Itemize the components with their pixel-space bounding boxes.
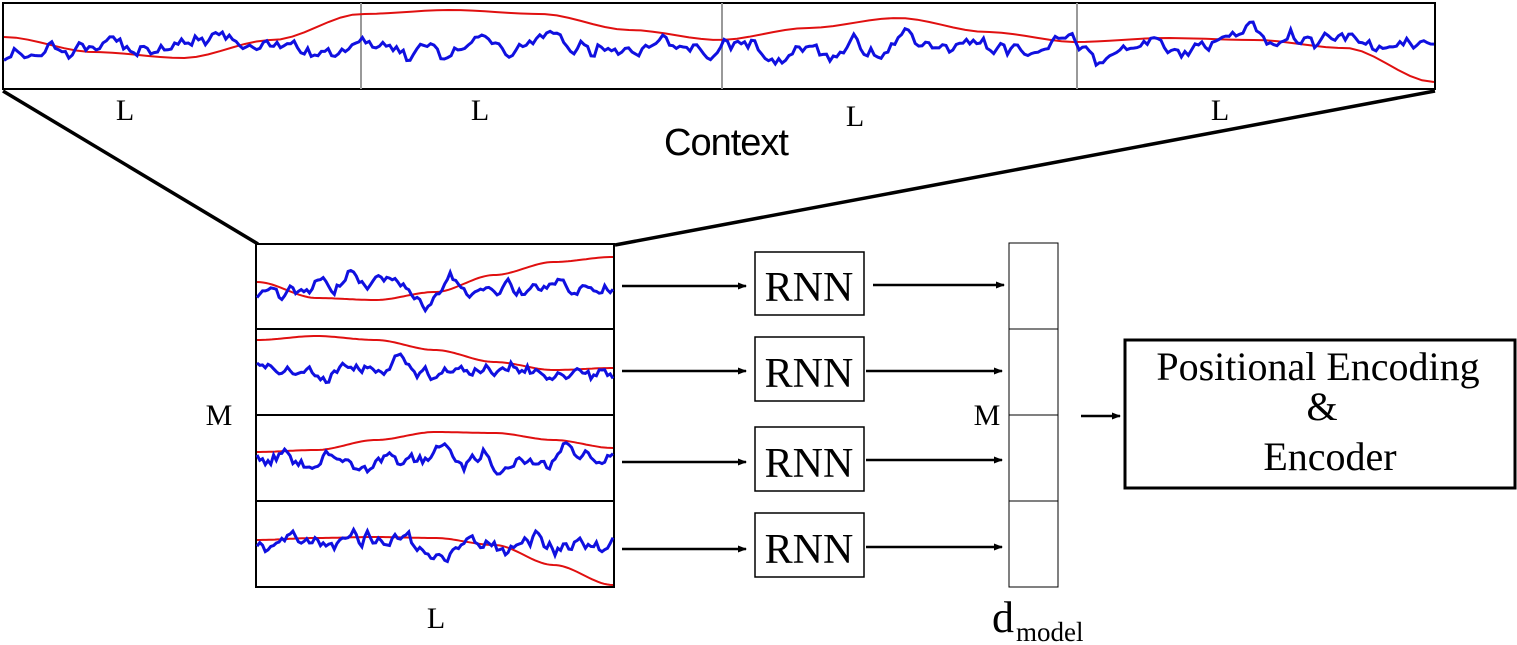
segment-trend-line xyxy=(257,335,613,371)
context-trend-line xyxy=(3,8,1435,83)
zoom-line-left xyxy=(2,89,259,246)
context-title: Context xyxy=(664,122,789,164)
context-segment-label: L xyxy=(846,100,864,133)
encoder-label-line1: Positional Encoding xyxy=(1156,344,1479,389)
encoder-label-line3: Encoder xyxy=(1263,434,1396,479)
segment-trend-line xyxy=(257,431,614,453)
context-segment-label: L xyxy=(1211,94,1229,127)
segment-signal-line xyxy=(255,526,615,564)
embedding-column xyxy=(1008,242,1059,588)
embedding-cell xyxy=(1008,500,1059,588)
rnn-label: RNN xyxy=(765,265,854,311)
segment-count-label: M xyxy=(206,399,233,432)
dmodel-label: dmodel xyxy=(992,593,1084,645)
rnn-block: RNN xyxy=(754,336,865,402)
embedding-cell xyxy=(1008,414,1059,502)
dmodel-subscript: model xyxy=(1016,617,1084,645)
context-signal-line xyxy=(3,20,1435,68)
segment-trend-line xyxy=(256,256,613,301)
context-segment-label: L xyxy=(471,94,489,127)
segment-signal-line xyxy=(255,268,615,314)
segment-panel xyxy=(255,500,615,588)
context-strip xyxy=(2,2,1436,90)
rnn-block: RNN xyxy=(754,426,865,492)
segment-signal-line xyxy=(256,352,615,385)
embedding-count-label: M xyxy=(974,399,1001,432)
encoder-block: Positional Encoding & Encoder xyxy=(1123,338,1517,490)
segment-length-label: L xyxy=(427,602,445,635)
segment-panel xyxy=(255,414,615,502)
segment-stack xyxy=(255,243,615,588)
zoom-line-right xyxy=(614,89,1436,247)
embedding-cell xyxy=(1008,328,1059,416)
encoder-label-line2: & xyxy=(1306,384,1337,429)
dmodel-main: d xyxy=(992,593,1014,642)
embedding-cell xyxy=(1008,242,1059,330)
segment-panel xyxy=(255,243,615,330)
context-frame xyxy=(2,2,1436,90)
segment-panel xyxy=(255,328,615,416)
rnn-label: RNN xyxy=(765,351,854,397)
segment-signal-line xyxy=(255,441,615,476)
context-segment-label: L xyxy=(116,94,134,127)
rnn-block: RNN xyxy=(754,512,865,578)
rnn-block: RNN xyxy=(754,251,865,316)
rnn-label: RNN xyxy=(765,527,854,573)
rnn-label: RNN xyxy=(765,441,854,487)
